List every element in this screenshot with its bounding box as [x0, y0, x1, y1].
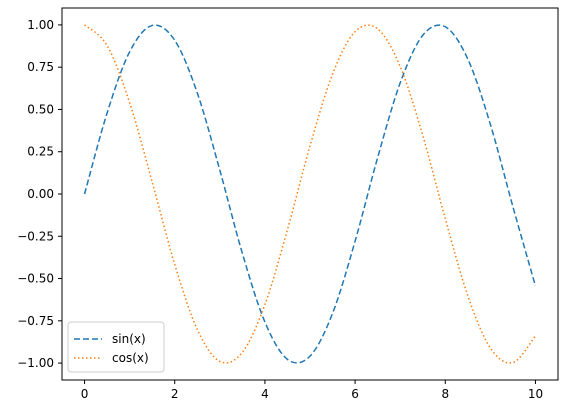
y-tick-label: 0.00 [27, 187, 54, 201]
x-axis: 0 2 4 6 8 10 [81, 380, 543, 401]
x-tick-label: 6 [351, 387, 359, 401]
y-tick-label: −0.25 [17, 229, 54, 243]
x-tick-label: 2 [171, 387, 179, 401]
series-line-cos [84, 24, 537, 364]
legend-box [67, 321, 165, 373]
y-tick-label: −0.50 [17, 272, 54, 286]
x-tick-label: 8 [441, 387, 449, 401]
x-tick-label: 4 [261, 387, 269, 401]
series-layer [83, 24, 537, 364]
x-tick-label: 0 [81, 387, 89, 401]
legend: sin(x) cos(x) [67, 321, 165, 373]
y-tick-label: 0.75 [27, 60, 54, 74]
legend-sin-label: sin(x) [112, 332, 146, 346]
series-line-sin [83, 24, 537, 364]
x-tick-label: 10 [528, 387, 543, 401]
legend-cos-label: cos(x) [112, 351, 149, 365]
y-tick-label: 1.00 [27, 18, 54, 32]
y-tick-label: −1.00 [17, 356, 54, 370]
y-axis: −1.00 −0.75 −0.50 −0.25 0.00 0.25 0.50 0.75 1.00 [17, 18, 62, 370]
y-tick-label: 0.25 [27, 145, 54, 159]
y-tick-label: 0.50 [27, 102, 54, 116]
y-tick-label: −0.75 [17, 314, 54, 328]
